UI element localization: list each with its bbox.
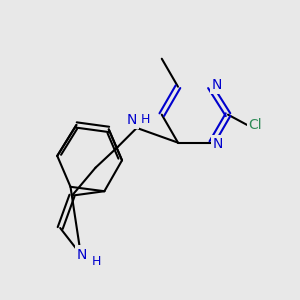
Text: N: N bbox=[126, 113, 136, 127]
Text: N: N bbox=[213, 137, 224, 151]
Text: N: N bbox=[212, 78, 222, 92]
Text: H: H bbox=[92, 254, 101, 268]
Text: H: H bbox=[141, 113, 150, 126]
Text: N: N bbox=[77, 248, 88, 262]
Text: Cl: Cl bbox=[249, 118, 262, 132]
